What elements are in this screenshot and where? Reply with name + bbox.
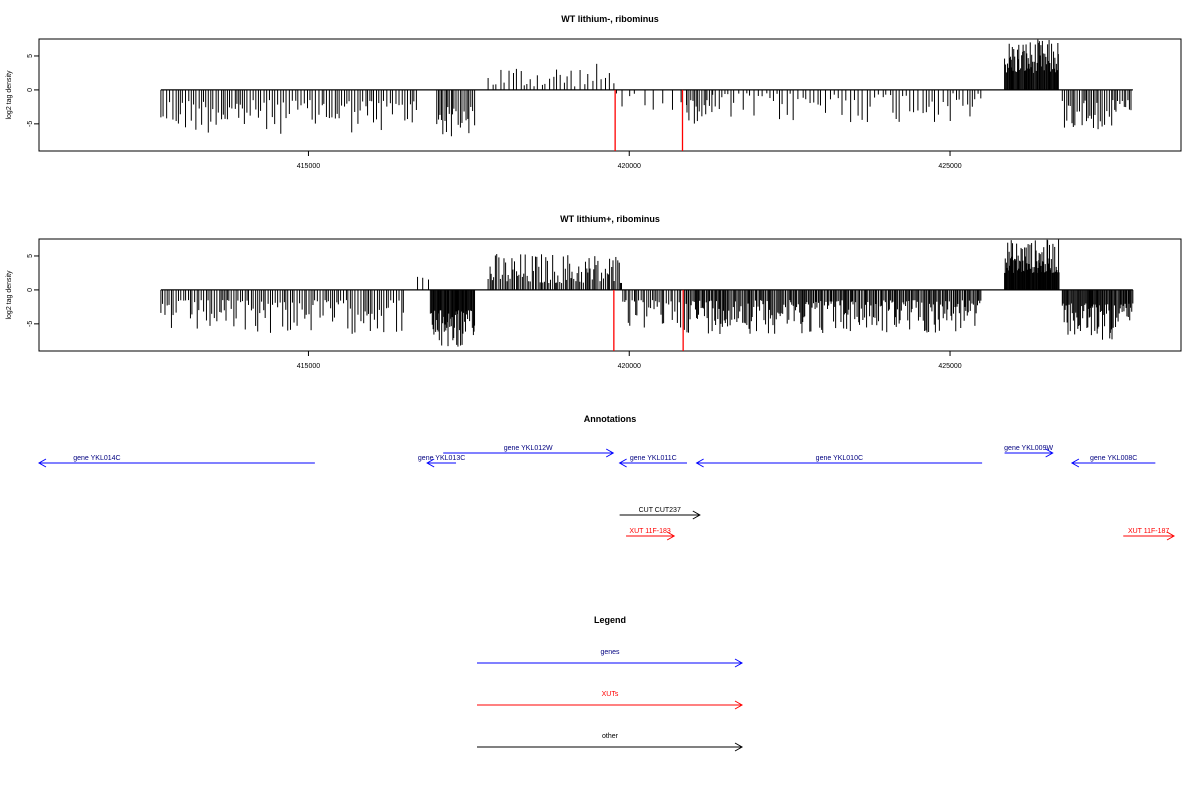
x-tick-label: 415000 [297,163,320,170]
annotation-arrow: gene YKL011C [618,455,687,468]
annotation-arrow: CUT CUT237 [619,507,701,520]
plot-frame [38,38,1182,152]
highlight-bars [614,89,684,151]
legend-entry: genes [477,649,744,668]
annotation-label: gene YKL013C [418,455,465,462]
coverage-panel-lithium-plus: WT lithium+, ribominus log2 tag density … [6,214,1182,370]
y-tick-label: -5 [27,121,34,127]
legend-entries: genes XUTs other [477,649,744,752]
annotation-label: XUT 11F-183 [629,528,670,535]
annotation-arrow: gene YKL013C [418,455,465,468]
legend-label: other [602,733,619,740]
annotation-arrow: gene YKL010C [695,455,983,468]
y-tick-label: 0 [27,88,34,92]
annotation-arrow: gene YKL012W [443,445,615,458]
annotation-label: CUT CUT237 [639,507,681,514]
annotation-label: gene YKL011C [630,455,677,462]
annotation-label: gene YKL012W [504,445,553,452]
axis-ticks: 415000 420000 425000 -5 0 5 [27,54,962,170]
y-tick-label: 0 [27,288,34,292]
annotations-panel: Annotations gene YKL014C gene YKL013Cgene… [37,414,1176,541]
annotation-label: gene YKL014C [73,455,120,462]
legend-label: XUTs [602,691,619,698]
x-tick-label: 425000 [938,163,961,170]
y-tick-label: 5 [27,54,34,58]
legend-entry: other [477,733,744,752]
annotation-arrow: XUT 11F-183 [626,528,676,541]
x-tick-label: 425000 [938,363,961,370]
coverage-bars [160,39,1132,137]
annotation-label: gene YKL010C [816,455,863,462]
panel-title: WT lithium-, ribominus [561,14,659,24]
y-tick-label: -5 [27,321,34,327]
annotation-features: gene YKL014C gene YKL013C gene YKL012W gene… [37,445,1176,541]
plot-frame [38,238,1182,352]
y-tick-label: 5 [27,254,34,258]
highlight-bars [613,289,684,351]
x-tick-label: 420000 [618,163,641,170]
legend-title: Legend [594,615,626,625]
coverage-panel-lithium-minus: WT lithium-, ribominus log2 tag density … [6,14,1182,170]
panel-title: WT lithium+, ribominus [560,214,660,224]
x-tick-label: 420000 [618,363,641,370]
y-axis-label: log2 tag density [6,270,13,320]
annotation-arrow: gene YKL008C [1070,455,1156,468]
coverage-bars [160,239,1134,347]
annotation-arrow: gene YKL009W [1004,445,1054,458]
annotation-arrow: gene YKL014C [37,455,315,468]
legend-entry: XUTs [477,691,744,710]
legend: Legend genes XUTs other [477,615,744,752]
annotation-arrow: XUT 11F-187 [1123,528,1176,541]
annotation-label: XUT 11F-187 [1128,528,1169,535]
y-axis-label: log2 tag density [6,70,13,120]
legend-label: genes [600,649,620,656]
annotation-label: gene YKL008C [1090,455,1137,462]
x-tick-label: 415000 [297,363,320,370]
axis-ticks: 415000 420000 425000 -5 0 5 [27,254,962,370]
annotation-label: gene YKL009W [1004,445,1053,452]
annotations-title: Annotations [584,414,637,424]
